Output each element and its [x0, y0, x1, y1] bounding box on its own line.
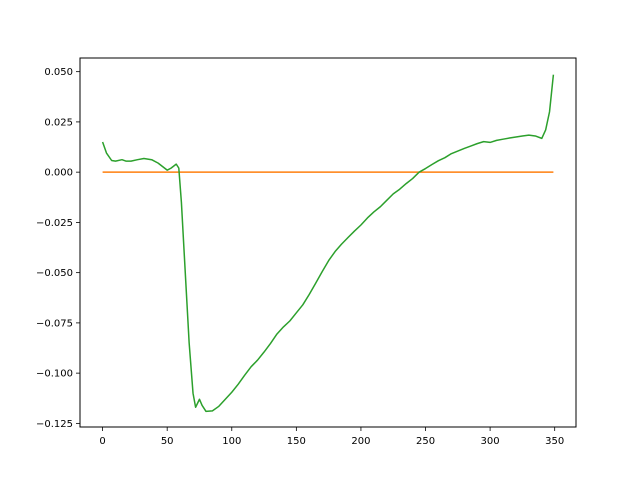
- x-tick-label: 150: [287, 436, 306, 447]
- y-tick-label: 0.050: [44, 67, 73, 78]
- x-tick-label: 100: [222, 436, 241, 447]
- x-tick-label: 50: [161, 436, 174, 447]
- x-tick-label: 0: [99, 436, 105, 447]
- y-tick-label: −0.025: [36, 218, 73, 229]
- axes-frame: [79, 57, 577, 428]
- x-tick-label: 300: [481, 436, 500, 447]
- y-tick-label: −0.125: [36, 419, 73, 430]
- y-tick-label: −0.100: [36, 369, 73, 380]
- y-tick-label: 0.000: [44, 168, 73, 179]
- series-line-2: [101, 74, 555, 413]
- y-tick-label: −0.050: [36, 268, 73, 279]
- x-tick-label: 250: [416, 436, 435, 447]
- y-tick-label: 0.025: [44, 117, 73, 128]
- x-tick-label: 200: [351, 436, 370, 447]
- series-layer: [101, 74, 555, 413]
- x-axis-ticks: 0 50 100 150 200 250 300 350: [99, 427, 564, 447]
- y-tick-label: −0.075: [36, 318, 73, 329]
- x-tick-label: 350: [545, 436, 564, 447]
- y-axis-ticks: −0.125 −0.100 −0.075 −0.050 −0.025 0.000 0.025…: [36, 67, 80, 430]
